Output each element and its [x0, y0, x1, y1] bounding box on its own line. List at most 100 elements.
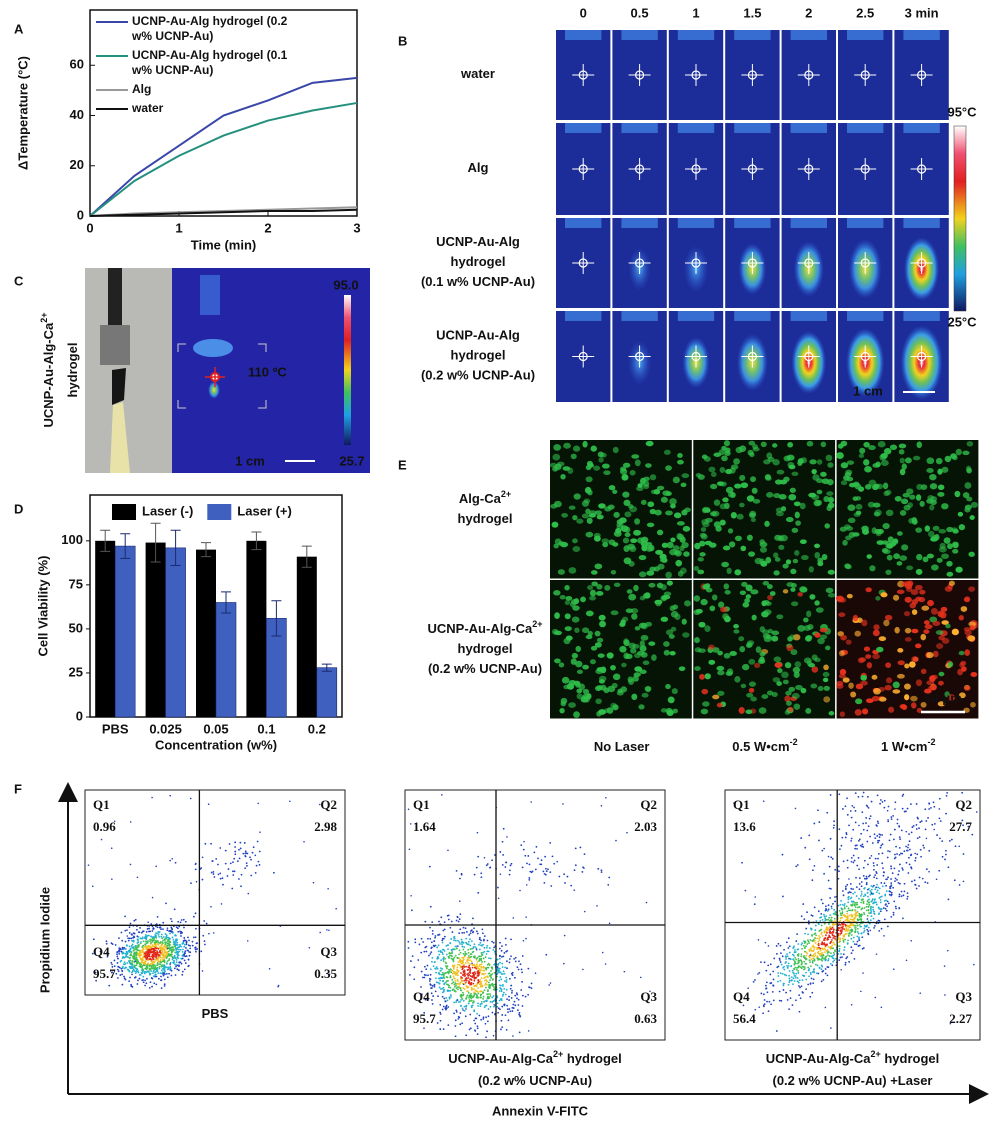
- event-dot: [508, 1008, 511, 1010]
- event-dot: [829, 941, 832, 944]
- event-dot: [470, 995, 473, 997]
- event-dot: [469, 970, 472, 973]
- event-dot: [496, 1005, 499, 1008]
- event-dot: [488, 866, 491, 869]
- panel-label: F: [14, 781, 22, 796]
- cell-dot: [766, 452, 773, 459]
- event-dot: [473, 988, 475, 990]
- event-dot: [219, 872, 222, 875]
- event-dot: [133, 947, 135, 950]
- event-dot: [863, 927, 866, 930]
- crosshair-ring: [860, 351, 870, 362]
- crosshair: [854, 158, 877, 180]
- event-dot: [91, 885, 94, 888]
- event-dot: [458, 918, 461, 921]
- panel-label: D: [14, 501, 23, 516]
- cell-dot: [806, 440, 814, 447]
- event-dot: [445, 1008, 447, 1011]
- time-label: 1: [692, 5, 699, 20]
- cell-dot: [930, 499, 937, 506]
- event-dot: [157, 972, 160, 975]
- cell-dot: [809, 594, 816, 600]
- cell-dot: [563, 442, 571, 449]
- event-dot: [470, 997, 473, 1000]
- event-dot: [128, 945, 131, 948]
- event-dot: [170, 917, 172, 920]
- thermal-tube: [621, 30, 658, 40]
- event-dot: [476, 963, 478, 966]
- event-dot: [448, 951, 451, 954]
- event-dot: [809, 927, 812, 930]
- event-dot: [470, 1006, 473, 1009]
- event-dot: [462, 999, 465, 1002]
- event-dot: [797, 948, 800, 951]
- event-dot: [485, 968, 488, 971]
- event-dot: [782, 989, 785, 991]
- event-dot: [809, 961, 812, 964]
- cell-dot: [725, 469, 733, 475]
- cell-dot: [634, 666, 643, 672]
- quadrant-name: Q1: [93, 797, 110, 812]
- event-dot: [517, 998, 520, 1001]
- cell-dot: [598, 503, 606, 509]
- event-dot: [148, 973, 151, 976]
- cell-dot: [757, 658, 766, 665]
- event-dot: [812, 950, 815, 953]
- event-dot: [805, 945, 807, 948]
- event-dot: [501, 945, 503, 948]
- event-dot: [509, 864, 512, 867]
- event-dot: [441, 941, 444, 944]
- bar: [296, 556, 317, 717]
- cell-dot: [642, 660, 650, 665]
- crosshair: [741, 252, 764, 274]
- cell-dot: [787, 461, 795, 468]
- event-dot: [452, 948, 455, 951]
- event-dot: [899, 882, 901, 885]
- cell-dot: [847, 517, 856, 524]
- cell-dot: [622, 537, 630, 544]
- event-dot: [813, 906, 816, 909]
- event-dot: [146, 941, 149, 944]
- cell-dot: [553, 444, 562, 451]
- event-dot: [828, 916, 831, 919]
- thermal-tube: [790, 30, 827, 40]
- cell-dot: [961, 666, 967, 672]
- event-dot: [312, 881, 315, 884]
- event-dot: [436, 946, 439, 949]
- cell-dot: [641, 692, 649, 698]
- cell-dot: [708, 644, 715, 650]
- event-dot: [452, 970, 455, 973]
- cell-dot: [613, 511, 620, 518]
- event-dot: [778, 990, 781, 993]
- event-dot: [498, 969, 500, 972]
- cell-dot: [716, 665, 725, 671]
- event-dot: [429, 937, 432, 940]
- event-dot: [887, 902, 890, 905]
- event-dot: [155, 939, 157, 942]
- event-dot: [465, 937, 468, 940]
- event-dot: [123, 967, 126, 970]
- cell-dot: [927, 599, 934, 607]
- event-dot: [252, 846, 255, 849]
- cell-dot: [759, 541, 768, 548]
- event-dot: [129, 976, 131, 979]
- event-dot: [168, 945, 170, 947]
- event-dot: [525, 884, 528, 886]
- event-dot: [245, 862, 248, 864]
- event-dot: [902, 868, 904, 871]
- event-dot: [527, 1030, 530, 1032]
- event-dot: [938, 837, 941, 840]
- event-dot: [497, 1011, 500, 1014]
- cell-dot: [816, 489, 823, 495]
- event-dot: [175, 940, 178, 943]
- cell-dot: [919, 589, 926, 595]
- event-dot: [435, 971, 438, 974]
- cell-dot: [797, 592, 803, 597]
- event-dot: [467, 955, 470, 957]
- event-dot: [164, 933, 167, 935]
- event-dot: [473, 927, 475, 930]
- event-dot: [144, 984, 146, 987]
- event-dot: [476, 1012, 479, 1015]
- event-dot: [805, 971, 807, 974]
- event-dot: [469, 953, 472, 956]
